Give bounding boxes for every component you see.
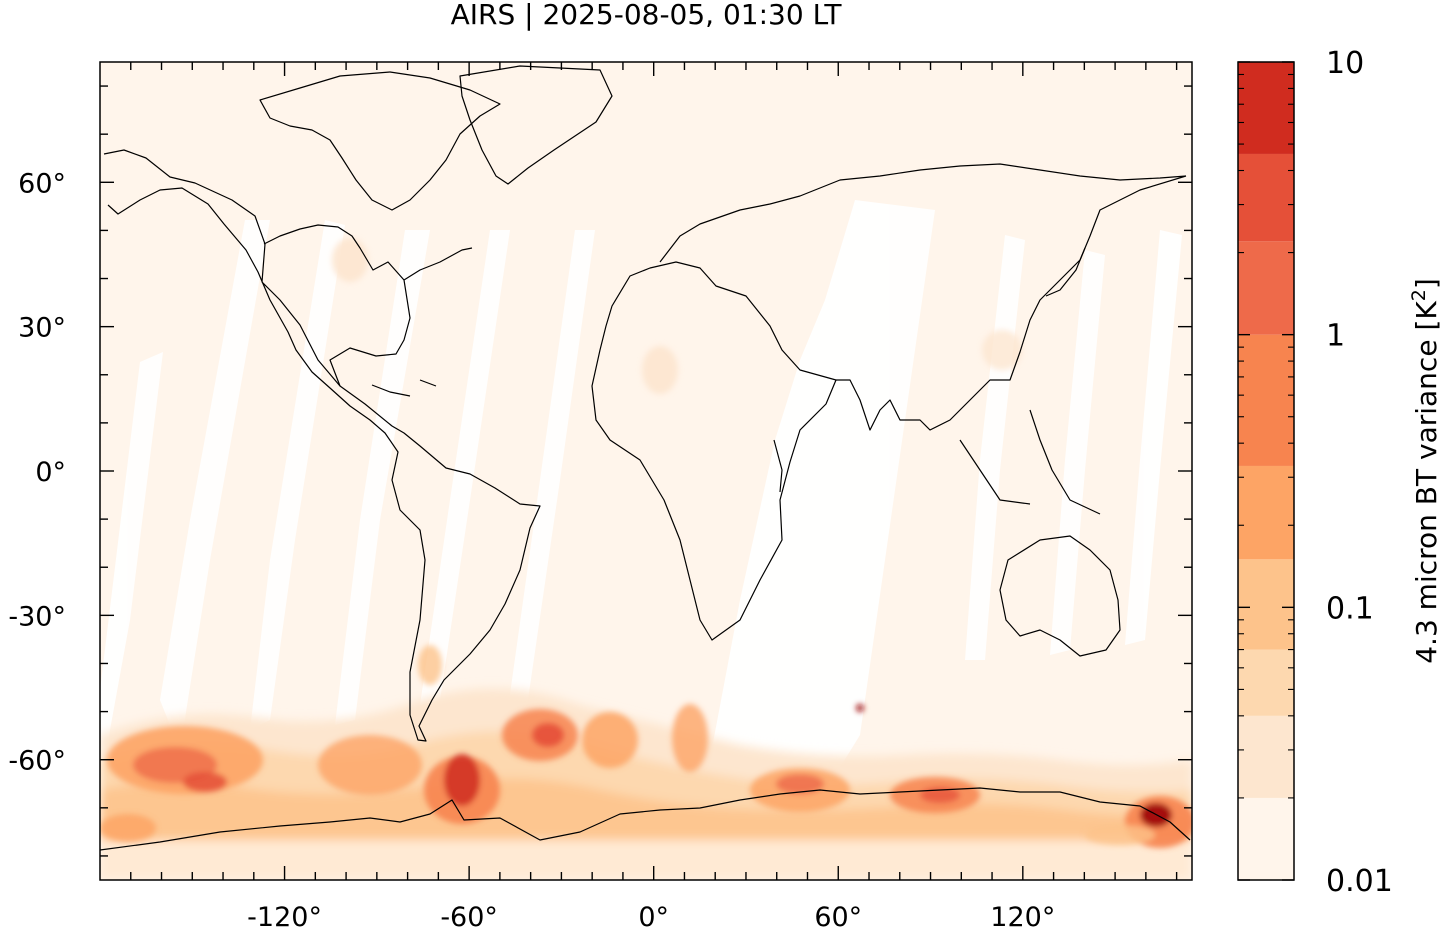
y-tick-label: 0° xyxy=(35,457,66,488)
coastlines xyxy=(100,65,1191,851)
colorbar-tick-labels: 10 1 0.1 0.01 xyxy=(1326,46,1393,899)
colorbar-level xyxy=(1238,153,1294,242)
colorbar-ticks xyxy=(1238,61,1294,881)
x-tick-label: -60° xyxy=(440,902,498,930)
x-tick-label: 120° xyxy=(990,902,1055,930)
y-tick-label: -30° xyxy=(8,601,66,632)
y-tick-label: 30° xyxy=(18,313,66,344)
map-plot-area xyxy=(100,62,1192,880)
x-tick-labels: -120° -60° 0° 60° 120° xyxy=(247,902,1055,930)
colorbar-level xyxy=(1238,797,1294,880)
x-tick-label: 0° xyxy=(638,902,669,930)
colorbar-frame xyxy=(1237,61,1295,881)
colorbar-tick-label: 0.1 xyxy=(1326,591,1374,626)
y-tick-label: 60° xyxy=(18,168,66,199)
colorbar-tick-label: 0.01 xyxy=(1326,864,1393,899)
y-axis xyxy=(100,85,1192,857)
y-tick-label: -60° xyxy=(8,746,66,777)
colorbar-level xyxy=(1238,649,1294,716)
colorbar-tick-label: 10 xyxy=(1326,46,1364,81)
x-tick-label: 60° xyxy=(814,902,862,930)
chart-title: AIRS | 2025-08-05, 01:30 LT xyxy=(451,0,843,31)
colorbar-tick-label: 1 xyxy=(1326,319,1345,354)
colorbar-level xyxy=(1238,465,1294,560)
y-tick-labels: 60° 30° 0° -30° -60° xyxy=(8,168,66,776)
x-tick-label: -120° xyxy=(247,902,322,930)
colorbar-axis-title: 4.3 micron BT variance [K2] xyxy=(1408,278,1442,664)
colorbar xyxy=(1238,62,1294,880)
variance-hotspots xyxy=(100,238,1192,848)
colorbar-level xyxy=(1238,715,1294,798)
colorbar-level xyxy=(1238,62,1294,154)
colorbar-level xyxy=(1238,241,1294,335)
x-axis xyxy=(130,62,1178,880)
colorbar-level xyxy=(1238,334,1294,466)
colorbar-level xyxy=(1238,559,1294,650)
